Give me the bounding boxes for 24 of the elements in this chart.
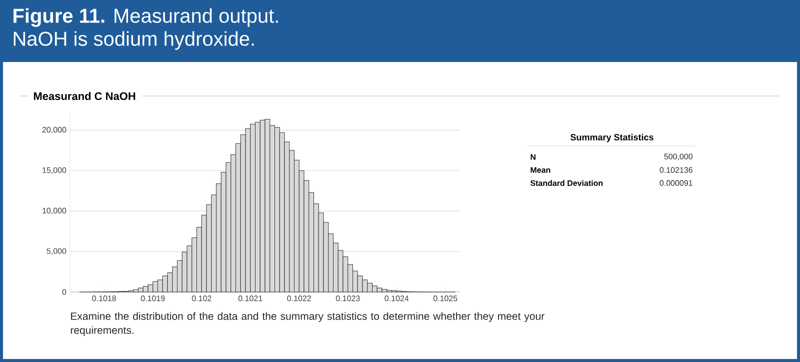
x-tick-label: 0.1018	[92, 296, 116, 302]
chart-subtitle: NaOH is sodium hydroxide.	[14, 31, 254, 50]
text: Examine the distribution of the data and the summary statistics to determine whether they meet your requirements.	[70, 312, 544, 336]
x-tick-label: 0.1023	[336, 296, 360, 302]
y-tick-label: 5,000	[46, 248, 66, 255]
text: 0.000091	[660, 180, 692, 186]
y-tick-label: 15,000	[42, 167, 66, 174]
x-tick-label: 0.1022	[287, 296, 311, 302]
text: 0.102136	[660, 167, 692, 173]
x-tick-label: 0.102	[192, 296, 212, 302]
y-tick-label: 10,000	[42, 208, 66, 214]
x-tick-label: 0.1021	[238, 296, 262, 302]
x-tick-label: 0.1024	[384, 296, 409, 302]
x-axis-title: Measurand C NaOH	[34, 92, 136, 100]
y-tick-label: 0	[62, 289, 66, 295]
text: Standard Deviation	[530, 180, 603, 186]
chart-title: Figure 11. Measurand output.	[14, 8, 278, 27]
y-tick-label: 20,000	[42, 126, 66, 134]
text: Mean	[530, 167, 550, 173]
text: N	[530, 154, 536, 160]
x-tick-label: 0.1025	[433, 296, 458, 302]
text: Summary Statistics	[570, 134, 654, 142]
x-tick-label: 0.1019	[140, 296, 165, 302]
text: 500,000	[664, 154, 692, 160]
